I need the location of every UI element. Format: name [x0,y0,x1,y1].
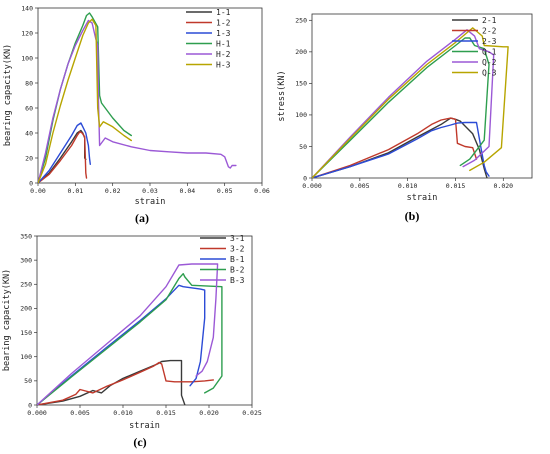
y-tick-label: 140 [21,4,33,12]
series-line-Q-3 [312,27,509,178]
series-line-3-1 [37,359,186,405]
x-tick-label: 0.010 [113,409,133,417]
chart-panel-b: 0.000 0.005 0.010 0.015 0.020 0 50 100 150 200 250… [277,13,533,223]
x-tick-label: 0.02 [105,187,121,195]
y-tick-label: 250 [20,281,32,289]
plot-frame [311,13,533,179]
y-tick-label: 150 [20,329,32,337]
y-tick-label: 100 [295,111,307,119]
y-tick-label: 0 [28,401,32,409]
y-tick-label: 200 [295,48,307,56]
legend-label: Q-2 [482,58,497,67]
y-tick-label: 60 [25,104,33,112]
series-line-2-2 [312,117,478,178]
plot-frame [36,235,253,406]
y-axis-label: bearing capacity(KN) [2,269,12,371]
y-tick-label: 50 [24,377,32,385]
series-line-3-2 [37,361,214,405]
x-tick-label: 0.020 [494,182,514,190]
x-tick-label: 0.06 [254,187,270,195]
x-axis-label: strain [135,197,166,207]
panel-caption: (a) [135,211,149,225]
x-tick-label: 0.025 [242,409,262,417]
legend-label: 2-3 [482,37,497,46]
series-line-H-2 [38,19,237,183]
series-line-H-3 [38,18,132,183]
x-tick-label: 0.000 [27,409,47,417]
x-tick-label: 0.04 [180,187,196,195]
y-tick-label: 300 [20,256,32,264]
legend-label: H-1 [216,39,231,48]
x-tick-label: 0.05 [217,187,233,195]
chart-panel-a: 0.00 0.01 0.02 0.03 0.04 0.05 0.06 0 20 40 60 80 100… [3,4,270,225]
y-tick-label: 350 [20,232,32,240]
series-line-Q-2 [312,29,495,178]
y-tick-label: 150 [295,80,307,88]
y-tick-label: 200 [20,305,32,313]
legend-label: 2-1 [482,16,497,25]
y-tick-label: 100 [20,353,32,361]
x-tick-label: 0.020 [199,409,219,417]
series-line-B-3 [37,263,219,405]
series-line-B-2 [37,273,223,405]
legend-label: 1-2 [216,18,231,27]
series-line-1-2 [38,131,88,183]
legend-label: Q-3 [482,68,497,77]
legend-label: 3-2 [230,244,245,253]
x-tick-label: 0.03 [142,187,158,195]
x-axis-label: strain [407,193,438,203]
y-tick-label: 100 [21,54,33,62]
y-tick-label: 20 [25,154,33,162]
y-tick-label: 0 [303,174,307,182]
x-tick-label: 0.010 [398,182,418,190]
y-tick-label: 80 [25,79,33,87]
series-line-1-3 [38,122,91,183]
legend-label: 1-1 [216,8,231,17]
legend-label: B-3 [230,276,245,285]
panel-caption: (c) [133,435,146,449]
legend-label: H-3 [216,60,231,69]
legend-label: 3-1 [230,234,245,243]
x-tick-label: 0.015 [156,409,176,417]
x-tick-label: 0.005 [350,182,370,190]
chart-panel-c: 0.000 0.005 0.010 0.015 0.020 0.025 0 50 100 150 2… [2,232,262,449]
series-line-Q-1 [312,37,490,178]
series-line-B-1 [37,284,206,405]
y-axis-label: stress(KN) [277,70,287,121]
y-tick-label: 40 [25,129,33,137]
legend-label: 1-3 [216,29,231,38]
x-tick-label: 0.005 [70,409,90,417]
legend-label: B-1 [230,255,245,264]
y-tick-label: 250 [295,17,307,25]
legend-label: 2-2 [482,26,497,35]
y-tick-label: 50 [299,143,307,151]
y-tick-label: 0 [29,179,33,187]
x-tick-label: 0.00 [30,187,46,195]
y-axis-label: bearing capacity(KN) [3,44,13,146]
x-tick-label: 0.015 [446,182,466,190]
legend-label: Q-1 [482,47,497,56]
legend-label: B-2 [230,265,245,274]
x-axis-label: strain [129,421,160,431]
x-tick-label: 0.01 [68,187,84,195]
legend-label: H-2 [216,50,231,59]
panel-caption: (b) [405,209,420,223]
y-tick-label: 120 [21,29,33,37]
x-tick-label: 0.000 [302,182,322,190]
